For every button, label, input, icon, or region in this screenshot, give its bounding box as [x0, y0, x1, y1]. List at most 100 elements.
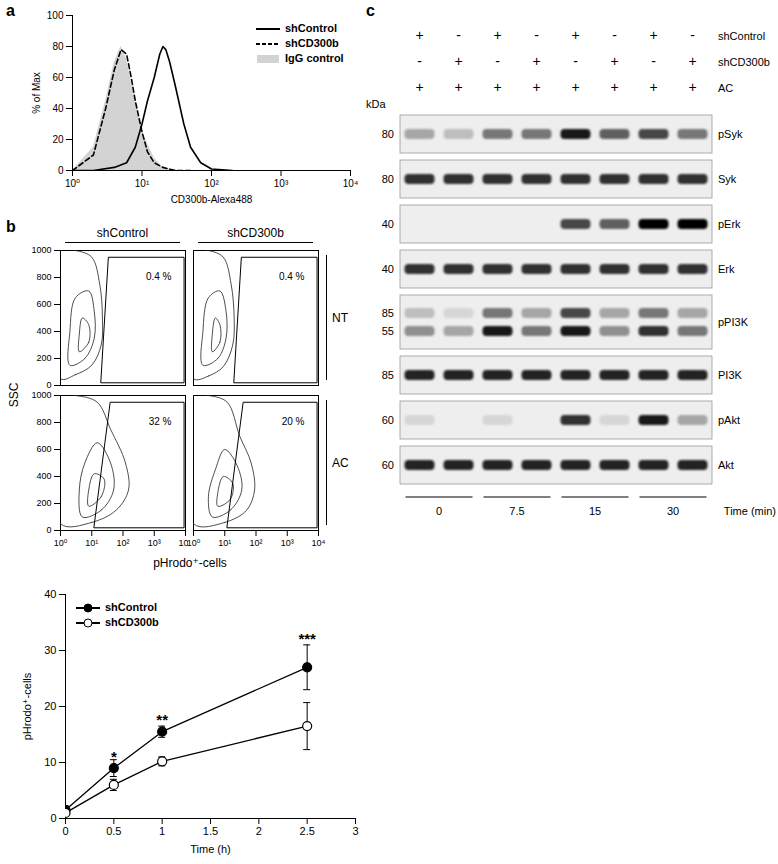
- svg-text:2.5: 2.5: [300, 825, 315, 837]
- svg-text:-: -: [495, 53, 500, 69]
- svg-text:10²: 10²: [116, 538, 129, 548]
- svg-text:200: 200: [36, 353, 51, 363]
- svg-text:1: 1: [159, 825, 165, 837]
- svg-text:10: 10: [44, 756, 56, 768]
- svg-text:85: 85: [382, 369, 394, 381]
- svg-text:800: 800: [36, 272, 51, 282]
- svg-text:-: -: [456, 27, 461, 43]
- svg-text:-: -: [651, 53, 656, 69]
- svg-text:+: +: [454, 79, 462, 95]
- svg-text:**: **: [156, 711, 168, 728]
- svg-text:+: +: [493, 27, 501, 43]
- svg-text:10⁰: 10⁰: [54, 538, 68, 548]
- svg-text:100: 100: [47, 10, 64, 21]
- svg-text:10⁴: 10⁴: [312, 538, 326, 548]
- svg-text:400: 400: [36, 326, 51, 336]
- svg-text:1000: 1000: [31, 245, 51, 255]
- svg-text:20: 20: [52, 134, 64, 145]
- svg-text:200: 200: [36, 498, 51, 508]
- svg-text:+: +: [649, 27, 657, 43]
- svg-text:20: 20: [44, 700, 56, 712]
- svg-text:40: 40: [382, 263, 394, 275]
- svg-text:10³: 10³: [281, 538, 294, 548]
- svg-text:85: 85: [382, 307, 394, 319]
- svg-text:60: 60: [382, 414, 394, 426]
- svg-text:60: 60: [52, 72, 64, 83]
- svg-text:800: 800: [36, 417, 51, 427]
- svg-text:600: 600: [36, 299, 51, 309]
- svg-text:10⁴: 10⁴: [343, 178, 358, 189]
- svg-text:+: +: [532, 79, 540, 95]
- svg-text:+: +: [571, 79, 579, 95]
- svg-text:kDa: kDa: [366, 98, 386, 110]
- svg-text:30: 30: [667, 505, 679, 517]
- svg-text:32 %: 32 %: [149, 416, 172, 427]
- svg-text:-: -: [573, 53, 578, 69]
- svg-text:shCD300b: shCD300b: [718, 56, 770, 68]
- svg-text:2: 2: [256, 825, 262, 837]
- svg-text:40: 40: [44, 588, 56, 600]
- svg-text:0: 0: [50, 812, 56, 824]
- svg-text:CD300b-Alexa488: CD300b-Alexa488: [171, 194, 253, 205]
- svg-text:pHrodo⁺-cells: pHrodo⁺-cells: [21, 672, 33, 740]
- svg-text:pAkt: pAkt: [718, 414, 740, 426]
- svg-text:40: 40: [382, 218, 394, 230]
- svg-text:10²: 10²: [204, 178, 219, 189]
- svg-text:10⁰: 10⁰: [65, 178, 80, 189]
- svg-text:Akt: Akt: [718, 459, 734, 471]
- svg-text:shControl: shControl: [718, 30, 765, 42]
- svg-text:c: c: [366, 2, 375, 19]
- svg-text:pErk: pErk: [718, 218, 741, 230]
- svg-text:0: 0: [46, 525, 51, 535]
- svg-text:+: +: [415, 79, 423, 95]
- svg-text:10¹: 10¹: [135, 178, 150, 189]
- svg-text:30: 30: [44, 644, 56, 656]
- svg-text:60: 60: [382, 459, 394, 471]
- svg-text:+: +: [532, 53, 540, 69]
- svg-text:0: 0: [58, 165, 64, 176]
- svg-text:400: 400: [36, 471, 51, 481]
- svg-text:10¹: 10¹: [218, 538, 231, 548]
- svg-text:% of Max: % of Max: [31, 72, 42, 114]
- svg-text:pPI3K: pPI3K: [718, 316, 749, 328]
- svg-text:+: +: [610, 53, 618, 69]
- svg-text:1.5: 1.5: [203, 825, 218, 837]
- svg-text:55: 55: [382, 325, 394, 337]
- svg-text:pSyk: pSyk: [718, 128, 743, 140]
- svg-text:PI3K: PI3K: [718, 369, 743, 381]
- svg-text:0.4 %: 0.4 %: [279, 271, 305, 282]
- svg-text:80: 80: [52, 41, 64, 52]
- svg-text:Time (min): Time (min): [724, 505, 776, 517]
- svg-text:0.5: 0.5: [106, 825, 121, 837]
- svg-text:+: +: [493, 79, 501, 95]
- svg-text:1000: 1000: [31, 390, 51, 400]
- svg-text:10³: 10³: [148, 538, 161, 548]
- svg-text:40: 40: [52, 103, 64, 114]
- svg-text:Time (h): Time (h): [190, 843, 231, 855]
- svg-text:+: +: [454, 53, 462, 69]
- svg-text:0: 0: [62, 825, 68, 837]
- svg-text:-: -: [690, 27, 695, 43]
- svg-text:10¹: 10¹: [85, 538, 98, 548]
- svg-text:-: -: [612, 27, 617, 43]
- svg-text:15: 15: [589, 505, 601, 517]
- svg-text:10²: 10²: [249, 538, 262, 548]
- svg-text:80: 80: [382, 173, 394, 185]
- svg-text:3: 3: [352, 825, 358, 837]
- svg-text:600: 600: [36, 444, 51, 454]
- svg-text:*: *: [111, 748, 117, 765]
- svg-text:Syk: Syk: [718, 173, 737, 185]
- svg-text:AC: AC: [718, 82, 733, 94]
- svg-text:-: -: [534, 27, 539, 43]
- svg-text:Erk: Erk: [718, 263, 735, 275]
- svg-text:10³: 10³: [274, 178, 289, 189]
- svg-text:10⁰: 10⁰: [187, 538, 201, 548]
- svg-text:80: 80: [382, 128, 394, 140]
- svg-text:0: 0: [46, 380, 51, 390]
- svg-text:***: ***: [298, 630, 316, 647]
- svg-text:+: +: [571, 27, 579, 43]
- svg-text:-: -: [417, 53, 422, 69]
- svg-text:+: +: [688, 79, 696, 95]
- svg-text:+: +: [688, 53, 696, 69]
- svg-text:+: +: [415, 27, 423, 43]
